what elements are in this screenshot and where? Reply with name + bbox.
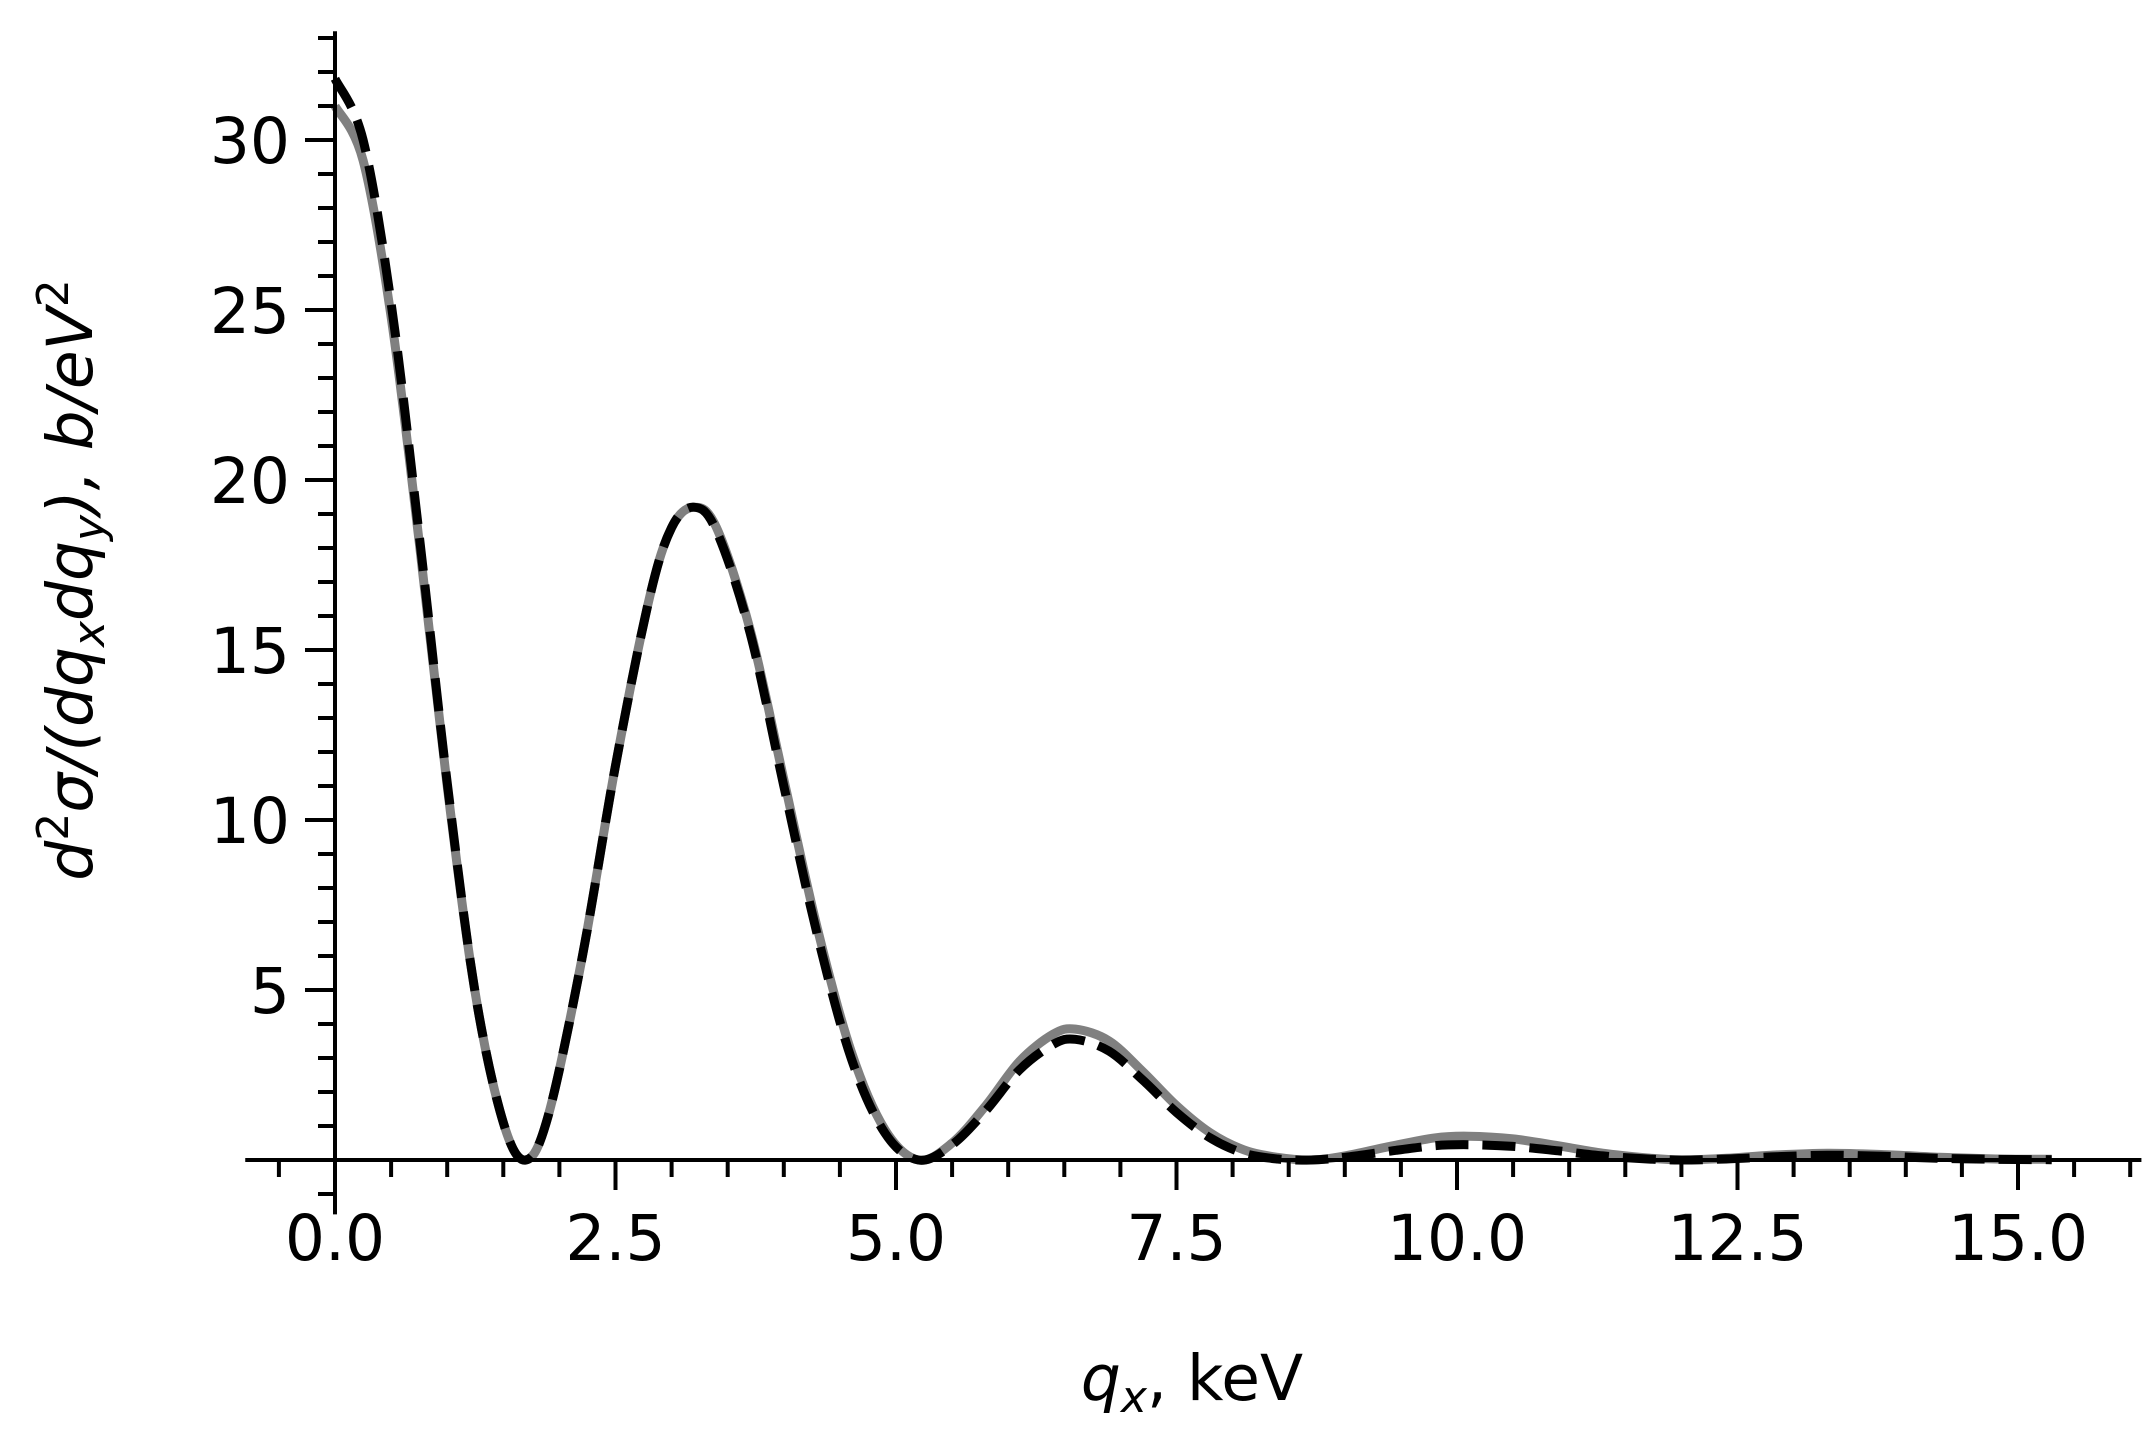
x-tick-label: 2.5 — [565, 1202, 665, 1275]
y-axis-label: d2σ/(dqxdqy), b/eV2 — [28, 279, 115, 881]
x-tick-label: 7.5 — [1126, 1202, 1226, 1275]
x-tick-label: 15.0 — [1948, 1202, 2088, 1275]
x-tick-label: 5.0 — [846, 1202, 946, 1275]
y-tick-label: 25 — [210, 275, 290, 348]
x-tick-label: 12.5 — [1667, 1202, 1807, 1275]
y-tick-label: 15 — [210, 615, 290, 688]
y-axis-ticks: 5 10 15 20 25 30 — [210, 36, 335, 1196]
x-axis-ticks: 0.0 2.5 5.0 7.5 10.0 12.5 15.0 — [276, 1160, 2133, 1275]
y-tick-label: 30 — [210, 105, 290, 178]
black-dashed-curve — [330, 76, 2052, 1165]
x-tick-label: 0.0 — [285, 1202, 385, 1275]
plot-area — [330, 76, 2052, 1165]
x-tick-label: 10.0 — [1387, 1202, 1527, 1275]
y-tick-label: 10 — [210, 785, 290, 858]
gray-solid-curve — [331, 103, 2052, 1165]
y-tick-label: 5 — [250, 955, 290, 1028]
x-axis-label: qx, keV — [1081, 1342, 1303, 1423]
y-tick-label: 20 — [210, 445, 290, 518]
axes: 0.0 2.5 5.0 7.5 10.0 12.5 15.0 5 10 15 20 25 30 — [210, 31, 2142, 1275]
